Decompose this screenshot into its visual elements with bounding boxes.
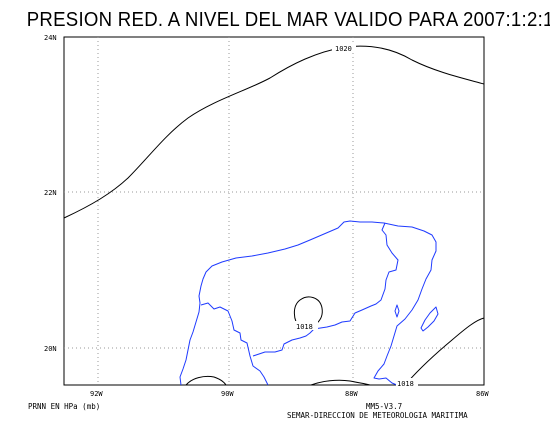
variable-label: PRNN EN HPa (mb) — [28, 402, 101, 411]
lon-label-88w: 88W — [345, 390, 358, 398]
isobars — [63, 45, 485, 386]
isobar-1020 — [63, 45, 485, 219]
isobar-labels: 1020 1018 1018 — [294, 43, 418, 388]
map-title: PRESION RED. A NIVEL DEL MAR VALIDO PARA… — [26, 9, 550, 31]
coastline — [179, 220, 439, 386]
agency-label: SEMAR-DIRECCION DE METEOROLOGIA MARITIMA — [287, 411, 468, 420]
plot-frame — [63, 36, 485, 386]
latitude-labels: 24N 22N 20N — [44, 34, 57, 353]
longitude-labels: 92W 90W 88W 86W — [90, 390, 489, 398]
isobar-label-1020: 1020 — [335, 45, 352, 53]
lon-label-90w: 90W — [221, 390, 234, 398]
yucatan-inland-border — [200, 222, 399, 386]
lat-label-24n: 24N — [44, 34, 57, 42]
cozumel-island — [394, 304, 400, 318]
lat-lon-grid — [64, 37, 484, 385]
isobar-label-1018-closed: 1018 — [296, 323, 313, 331]
lat-label-20n: 20N — [44, 345, 57, 353]
isobar-south — [310, 379, 371, 386]
lat-label-22n: 22N — [44, 189, 57, 197]
isobar-1018-southeast — [404, 317, 485, 386]
isobar-southwest — [185, 375, 227, 386]
lon-label-92w: 92W — [90, 390, 103, 398]
coast-east — [420, 306, 439, 332]
yucatan-coastline — [179, 220, 437, 386]
lon-label-86w: 86W — [476, 390, 489, 398]
isobar-label-1018-southeast: 1018 — [397, 380, 414, 388]
model-label: MM5-V3.7 — [366, 402, 403, 411]
